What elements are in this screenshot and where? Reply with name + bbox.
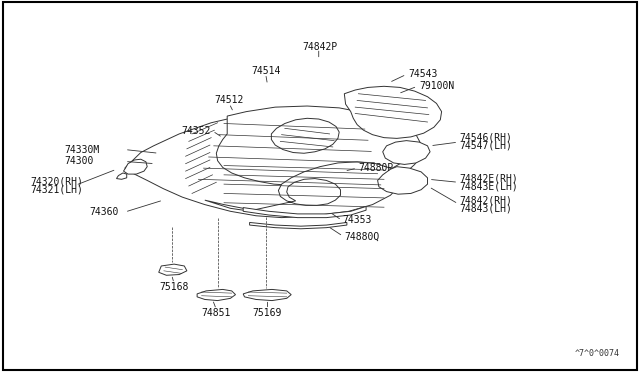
Polygon shape — [159, 264, 187, 275]
Polygon shape — [216, 106, 421, 185]
Polygon shape — [205, 162, 400, 215]
Polygon shape — [271, 118, 339, 153]
Text: 74321(LH): 74321(LH) — [31, 185, 84, 195]
Text: 74353: 74353 — [342, 215, 372, 225]
Polygon shape — [243, 206, 366, 218]
Text: 74320(RH): 74320(RH) — [31, 177, 84, 186]
Polygon shape — [197, 289, 236, 301]
Polygon shape — [124, 159, 147, 174]
Text: 75168: 75168 — [159, 282, 189, 292]
Text: 74547(LH): 74547(LH) — [460, 141, 513, 151]
Polygon shape — [344, 86, 442, 138]
Text: 74512: 74512 — [214, 96, 244, 105]
Text: 74352: 74352 — [182, 126, 211, 136]
Polygon shape — [378, 167, 428, 194]
Text: 74880P: 74880P — [358, 163, 394, 173]
Polygon shape — [125, 112, 422, 218]
Text: 74842P: 74842P — [302, 42, 338, 51]
Text: 74514: 74514 — [251, 66, 280, 76]
Text: 74851: 74851 — [202, 308, 231, 318]
Polygon shape — [116, 173, 127, 179]
Polygon shape — [250, 222, 347, 229]
Text: 74842(RH): 74842(RH) — [460, 195, 513, 205]
Text: 74546(RH): 74546(RH) — [460, 133, 513, 142]
Text: 74543: 74543 — [408, 70, 438, 79]
Text: 79100N: 79100N — [419, 81, 454, 91]
Text: 75169: 75169 — [253, 308, 282, 318]
Text: ^7^0^0074: ^7^0^0074 — [575, 349, 620, 358]
Text: 74880Q: 74880Q — [344, 231, 380, 241]
Text: 74300: 74300 — [64, 157, 93, 166]
Text: 74843(LH): 74843(LH) — [460, 203, 513, 213]
Text: 74842E(RH): 74842E(RH) — [460, 174, 518, 183]
Text: 74330M: 74330M — [64, 145, 99, 154]
Text: 74843E(LH): 74843E(LH) — [460, 182, 518, 192]
Text: 74360: 74360 — [90, 207, 119, 217]
Polygon shape — [383, 141, 430, 164]
Polygon shape — [243, 289, 291, 301]
